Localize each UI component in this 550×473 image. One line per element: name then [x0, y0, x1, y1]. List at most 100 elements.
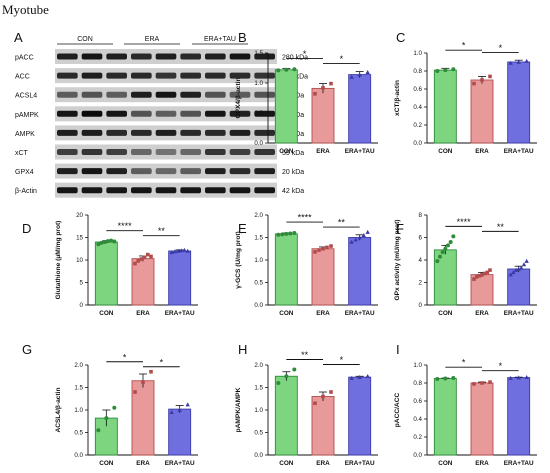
x-tick-label: CON — [438, 460, 453, 467]
data-point — [133, 261, 137, 266]
blot-band — [254, 110, 275, 117]
data-point — [435, 259, 440, 264]
chart-b: B 0.0 0.5 1.0 1.5 GPX4/β-actin CON ERA ERA+TAU * * — [235, 30, 378, 155]
blot-band — [229, 110, 251, 117]
x-tick-label: ERA — [316, 310, 330, 317]
x-tick-label: ERA+TAU — [345, 460, 375, 467]
y-tick-label: 0.5 — [254, 110, 263, 117]
data-point — [321, 394, 325, 399]
y-tick-label: 2.0 — [254, 212, 263, 219]
data-point — [292, 67, 297, 72]
blot-band — [131, 129, 152, 136]
data-point — [349, 239, 354, 244]
chart-h: H 0.0 0.5 1.0 1.5 2.0 pAMPK/AMPK CON ERA ERA+TAU *… — [235, 342, 378, 467]
y-tick-label: 2.0 — [74, 362, 83, 369]
data-point — [474, 275, 479, 279]
bar — [433, 378, 457, 456]
data-point — [313, 401, 317, 406]
y-tick-label: 0.0 — [74, 452, 83, 459]
data-point — [325, 245, 329, 250]
blot-band — [180, 53, 201, 60]
blot-band — [106, 110, 127, 117]
blot-band — [229, 129, 251, 136]
blot-band — [155, 149, 177, 155]
chart-e: E 0.0 0.5 1.0 1.5 2.0 γ-GCS (U/mg prot) CON ERA E… — [235, 212, 378, 317]
data-point — [149, 254, 153, 259]
panel-letter-a: A — [14, 30, 23, 45]
blot-row-label: ACC — [15, 74, 30, 81]
blot-band — [131, 149, 152, 155]
significance-label: **** — [298, 213, 313, 223]
blot-band — [205, 149, 226, 155]
y-tick-label: 6 — [419, 235, 423, 242]
y-tick-label: 0.0 — [413, 140, 422, 147]
data-point — [146, 252, 150, 257]
x-tick-label: ERA+TAU — [345, 148, 375, 155]
chart-i: I 0.0 0.2 0.4 0.6 0.8 1.0 pACC/ACC CON ERA ERA+TAU… — [394, 342, 537, 467]
blot-band — [229, 149, 251, 155]
blot-band — [254, 53, 275, 60]
y-tick-label: 0.0 — [254, 140, 263, 147]
y-tick-label: 0 — [419, 302, 423, 309]
data-point — [182, 247, 187, 252]
blot-band — [81, 168, 103, 175]
data-point — [284, 67, 289, 72]
blot-row-label: β-Actin — [15, 188, 37, 195]
data-point — [482, 271, 487, 276]
y-tick-label: 0.2 — [413, 434, 422, 441]
x-tick-label: ERA — [316, 148, 330, 155]
data-point — [480, 272, 484, 277]
data-point — [280, 232, 285, 237]
x-tick-label: CON — [99, 460, 114, 467]
data-point — [524, 374, 529, 379]
y-axis-label: GPX4/β-actin — [235, 77, 242, 118]
blot-band — [57, 129, 78, 136]
panel-letter: H — [238, 342, 247, 357]
y-tick-label: 1.0 — [413, 50, 422, 57]
y-tick-label: 1.0 — [254, 80, 263, 87]
blot-band — [81, 187, 103, 194]
y-tick-label: 0.8 — [413, 68, 422, 75]
x-tick-label: ERA — [316, 460, 330, 467]
y-axis-label: pACC/ACC — [394, 393, 401, 428]
blot-band — [57, 91, 78, 98]
blot-band — [180, 129, 201, 136]
significance-label: * — [462, 358, 466, 368]
data-point — [357, 72, 362, 77]
data-point — [448, 240, 453, 244]
panel-letter: B — [238, 30, 247, 45]
bar — [507, 377, 531, 456]
data-point — [313, 250, 317, 254]
blot-band — [180, 168, 201, 175]
blot-band — [57, 168, 78, 175]
data-point — [485, 270, 490, 275]
data-point — [329, 390, 333, 394]
chart-f: F 0 2 4 6 8 GPx activity (mU/mg prot) CON ERA ERA… — [394, 212, 537, 317]
data-point — [276, 68, 281, 73]
data-point — [521, 262, 527, 267]
y-tick-label: 0.0 — [254, 452, 263, 459]
data-point — [488, 380, 492, 384]
data-point — [313, 92, 317, 96]
data-point — [365, 374, 370, 379]
data-point — [357, 374, 362, 379]
significance-label: ** — [497, 222, 505, 232]
x-tick-label: ERA+TAU — [165, 310, 195, 317]
blot-band — [106, 53, 127, 60]
bar — [470, 382, 494, 456]
blot-band — [254, 72, 275, 79]
significance-label: ** — [338, 218, 346, 228]
x-tick-label: CON — [438, 310, 453, 317]
blot-band — [205, 187, 226, 194]
y-tick-label: 0.4 — [413, 104, 422, 111]
bar — [433, 69, 457, 144]
blot-band — [81, 129, 103, 136]
chart-d: D 0 5 10 15 20 Glutathione (μM/mg prot) CON ERA E… — [22, 212, 198, 317]
panel-letter: I — [396, 342, 400, 357]
blot-band — [81, 91, 103, 98]
data-point — [443, 246, 448, 251]
data-point — [321, 246, 325, 251]
data-point — [284, 374, 289, 379]
